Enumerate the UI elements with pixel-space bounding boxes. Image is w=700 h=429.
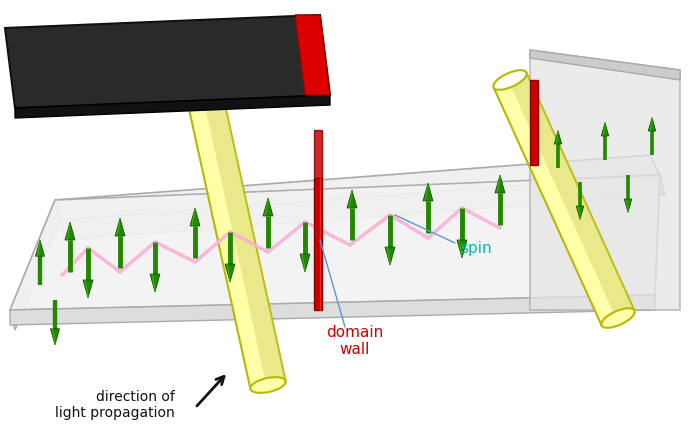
Polygon shape [601, 123, 609, 136]
Polygon shape [530, 50, 680, 80]
Polygon shape [15, 95, 330, 118]
Text: direction of
light propagation: direction of light propagation [55, 390, 175, 420]
Polygon shape [576, 206, 584, 220]
Polygon shape [314, 130, 322, 178]
Polygon shape [295, 15, 330, 95]
Polygon shape [198, 71, 286, 385]
Polygon shape [494, 73, 634, 326]
Polygon shape [300, 254, 310, 272]
Polygon shape [495, 175, 505, 193]
Polygon shape [314, 178, 322, 310]
Polygon shape [5, 15, 330, 108]
Polygon shape [347, 190, 357, 208]
Ellipse shape [183, 67, 218, 83]
Polygon shape [385, 247, 395, 265]
Polygon shape [115, 218, 125, 236]
Polygon shape [554, 130, 561, 144]
Ellipse shape [251, 377, 286, 393]
Polygon shape [530, 80, 538, 165]
Polygon shape [36, 240, 45, 256]
Ellipse shape [601, 308, 635, 328]
Polygon shape [190, 208, 200, 226]
Polygon shape [65, 222, 75, 240]
Ellipse shape [494, 70, 526, 90]
Polygon shape [83, 280, 93, 298]
Polygon shape [263, 198, 273, 216]
Polygon shape [10, 175, 660, 310]
Text: domain
wall: domain wall [326, 325, 384, 357]
Polygon shape [50, 329, 60, 345]
Polygon shape [10, 295, 655, 325]
Polygon shape [55, 155, 660, 220]
Polygon shape [150, 274, 160, 292]
Text: spin: spin [460, 241, 491, 256]
Polygon shape [530, 50, 680, 310]
Polygon shape [183, 71, 286, 389]
Polygon shape [648, 118, 656, 131]
Polygon shape [423, 183, 433, 201]
Polygon shape [624, 199, 631, 212]
Polygon shape [225, 264, 235, 282]
Polygon shape [508, 73, 634, 319]
Polygon shape [10, 200, 60, 330]
Polygon shape [457, 240, 467, 258]
Polygon shape [60, 175, 665, 240]
